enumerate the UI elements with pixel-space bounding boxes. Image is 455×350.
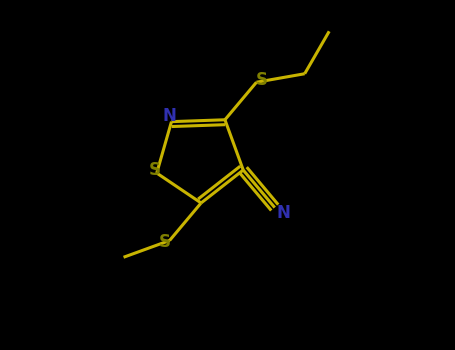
Text: S: S bbox=[158, 233, 170, 251]
Text: S: S bbox=[149, 161, 161, 179]
Text: N: N bbox=[277, 204, 290, 222]
Text: S: S bbox=[256, 71, 268, 90]
Text: N: N bbox=[163, 107, 177, 125]
